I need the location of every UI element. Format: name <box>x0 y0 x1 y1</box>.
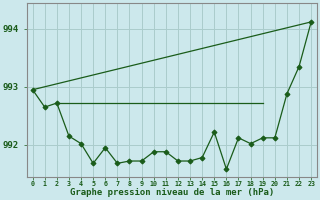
X-axis label: Graphe pression niveau de la mer (hPa): Graphe pression niveau de la mer (hPa) <box>70 188 274 197</box>
